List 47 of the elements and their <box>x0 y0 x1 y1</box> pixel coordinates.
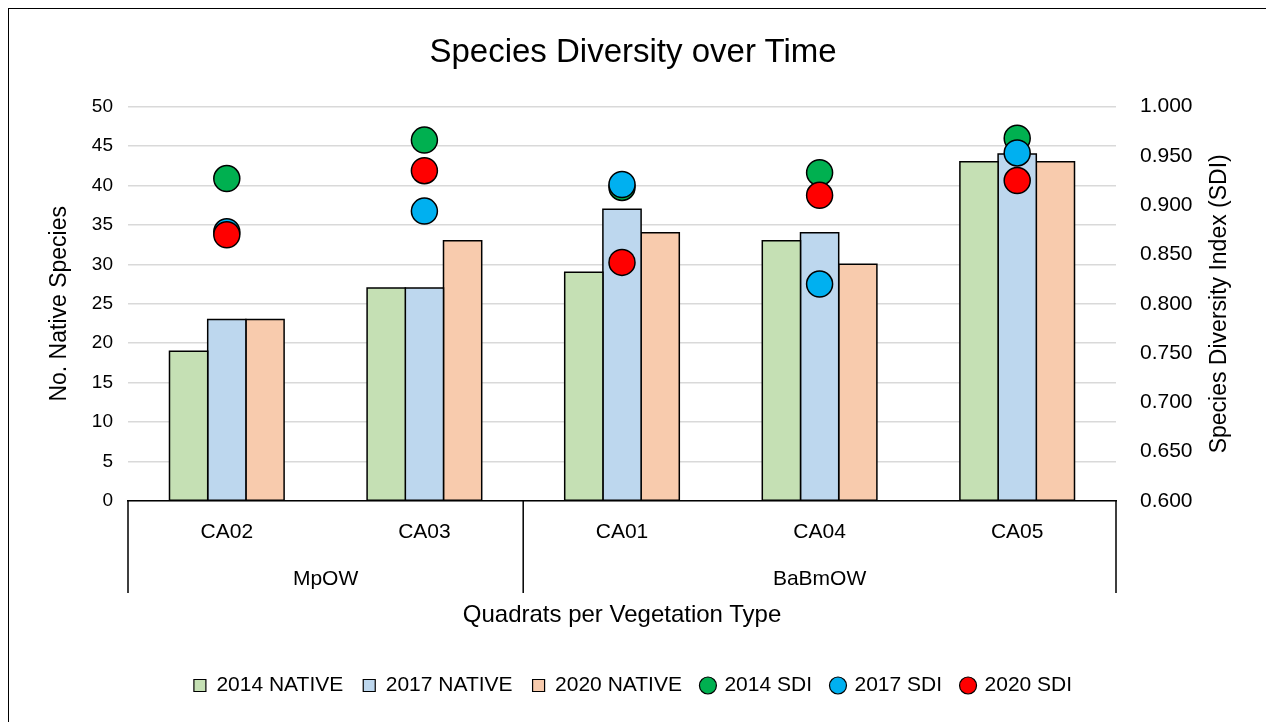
y-tick-label: 20 <box>91 331 113 353</box>
x-tick-label: CA02 <box>200 519 254 543</box>
y2-tick-label: 0.800 <box>1140 290 1193 314</box>
y2-tick-label: 0.850 <box>1140 241 1193 265</box>
y-tick-label: 15 <box>91 370 113 392</box>
point <box>410 197 439 225</box>
y-tick-label: 30 <box>91 252 113 274</box>
x-tick-label: CA03 <box>398 519 451 543</box>
point <box>213 164 241 193</box>
point <box>805 158 834 187</box>
y2-tick-label: 0.600 <box>1140 487 1193 511</box>
y-tick-label: 0 <box>102 489 113 511</box>
chart-title: Species Diversity over Time <box>429 31 837 69</box>
y-tick-label: 40 <box>91 173 113 195</box>
legend-label: 2014 SDI <box>724 672 812 696</box>
legend-label: 2020 NATIVE <box>555 672 682 696</box>
y2-tick-label: 0.700 <box>1140 389 1193 413</box>
y2-tick-label: 0.650 <box>1140 438 1193 462</box>
y2-tick-label: 1.000 <box>1140 93 1193 117</box>
legend-label: 2014 NATIVE <box>216 672 344 696</box>
legend-label: 2020 SDI <box>984 672 1073 696</box>
y-tick-label: 35 <box>91 213 113 235</box>
point <box>805 181 834 210</box>
point <box>1003 139 1031 167</box>
text: BaBmOW <box>772 565 867 589</box>
point <box>410 126 439 154</box>
y-tick-label: 25 <box>91 292 113 314</box>
y-tick-label: 50 <box>91 94 113 116</box>
x-axis-title: Quadrats per Vegetation Type <box>462 600 782 628</box>
y-tick-label: 5 <box>102 449 113 471</box>
legend-label: 2017 SDI <box>854 672 943 696</box>
x-tick-label: CA05 <box>990 519 1044 543</box>
y2-tick-label: 0.900 <box>1140 192 1193 215</box>
point <box>608 248 636 277</box>
text: MpOW <box>292 565 359 589</box>
x-tick-label: CA04 <box>793 519 847 543</box>
y2-tick-label: 0.950 <box>1140 142 1193 166</box>
y-axis-title: No. Native Species <box>45 206 72 402</box>
legend-label: 2017 NATIVE <box>385 672 513 696</box>
x-tick-label: CA01 <box>595 519 649 543</box>
point <box>1003 166 1031 195</box>
point <box>410 156 439 185</box>
point <box>805 270 834 298</box>
y2-axis-title: Species Diversity Index (SDI) <box>1205 154 1232 454</box>
y-tick-label: 10 <box>91 410 113 432</box>
y2-tick-label: 0.750 <box>1140 339 1193 363</box>
y-tick-label: 45 <box>91 134 113 156</box>
